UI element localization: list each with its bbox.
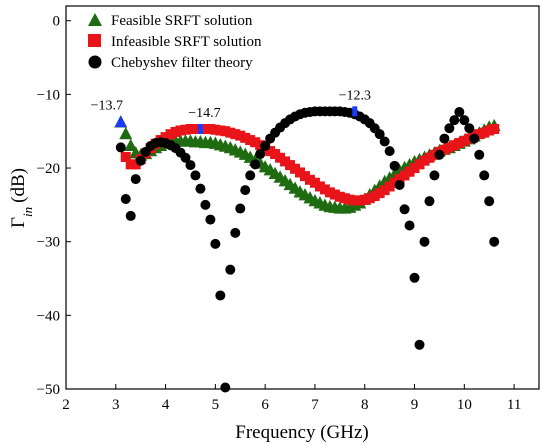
y-tick-label: −30 xyxy=(37,235,60,251)
svg-text:Γin(dB): Γin (dB) xyxy=(8,168,35,228)
chebyshev-point xyxy=(464,123,475,134)
chebyshev-point xyxy=(434,149,445,160)
chebyshev-point xyxy=(429,170,440,181)
legend-square-marker xyxy=(88,34,101,47)
chebyshev-point xyxy=(180,152,191,163)
x-axis-title: Frequency (GHz) xyxy=(235,422,368,443)
chebyshev-point xyxy=(230,227,241,238)
chebyshev-point xyxy=(394,179,405,190)
chebyshev-point xyxy=(459,115,470,126)
legend-triangle-marker xyxy=(88,13,102,26)
x-tick-label: 7 xyxy=(311,397,319,413)
chebyshev-point xyxy=(245,170,256,181)
chebyshev-point xyxy=(479,170,490,181)
legend-label-feasible: Feasible SRFT solution xyxy=(111,13,253,29)
chebyshev-point xyxy=(389,160,400,171)
chebyshev-point xyxy=(439,133,450,144)
highlight-point xyxy=(352,106,358,117)
chebyshev-point xyxy=(195,183,206,194)
chebyshev-point xyxy=(190,170,201,181)
infeasible-point xyxy=(489,124,500,135)
chebyshev-point xyxy=(215,290,226,301)
chebyshev-point xyxy=(489,236,500,247)
y-axis-title-unit: (dB) xyxy=(8,168,29,203)
y-axis-title-sub: in xyxy=(20,207,35,217)
infeasible-point xyxy=(130,159,141,170)
x-tick-label: 9 xyxy=(411,397,419,413)
annotation-label: −12.3 xyxy=(339,88,371,103)
x-tick-label: 3 xyxy=(112,397,120,413)
x-tick-label: 2 xyxy=(62,397,70,413)
chebyshev-point xyxy=(185,160,196,171)
chebyshev-point xyxy=(444,123,455,134)
chebyshev-point xyxy=(409,272,420,283)
y-tick-label: −20 xyxy=(37,161,60,177)
x-tick-label: 5 xyxy=(212,397,220,413)
chebyshev-point xyxy=(135,155,146,166)
highlight-point xyxy=(114,115,127,128)
annotation-label: −14.7 xyxy=(188,106,220,121)
chebyshev-point xyxy=(120,193,131,204)
chebyshev-point xyxy=(130,174,141,185)
chebyshev-point xyxy=(469,133,480,144)
chebyshev-point xyxy=(205,214,216,225)
y-axis-title: Γin (dB) xyxy=(8,168,35,228)
chebyshev-point xyxy=(235,203,246,214)
chart-marks xyxy=(114,106,501,393)
chebyshev-point xyxy=(399,204,410,215)
legend-label-chebyshev: Chebyshev filter theory xyxy=(111,55,253,71)
chebyshev-point xyxy=(374,129,385,140)
feasible-point xyxy=(124,138,138,152)
y-axis-title-main: Γ xyxy=(8,217,29,228)
x-tick-label: 8 xyxy=(361,397,369,413)
chebyshev-point xyxy=(250,159,261,170)
y-tick-label: −10 xyxy=(37,87,60,103)
chebyshev-point xyxy=(424,196,435,207)
chebyshev-point xyxy=(419,236,430,247)
x-tick-label: 11 xyxy=(507,397,521,413)
infeasible-point xyxy=(120,151,131,162)
chebyshev-point xyxy=(449,115,460,126)
chebyshev-point xyxy=(240,185,251,196)
chebyshev-point xyxy=(210,238,221,249)
chebyshev-point xyxy=(404,220,415,231)
legend-label-infeasible: Infeasible SRFT solution xyxy=(111,34,262,50)
highlight-point xyxy=(197,124,203,135)
y-tick-label: 0 xyxy=(53,14,61,30)
x-tick-label: 10 xyxy=(457,397,472,413)
x-tick-label: 4 xyxy=(162,397,170,413)
chebyshev-point xyxy=(260,140,271,151)
legend-circle-marker xyxy=(88,55,102,69)
feasible-point xyxy=(119,126,133,140)
chebyshev-point xyxy=(220,382,231,393)
chebyshev-point xyxy=(384,146,395,157)
chebyshev-point xyxy=(484,196,495,207)
annotation-label: −13.7 xyxy=(91,99,123,114)
chebyshev-point xyxy=(255,149,266,160)
legend: Feasible SRFT solution Infeasible SRFT s… xyxy=(88,13,262,71)
annotations: −13.7 −14.7 −12.3 xyxy=(91,88,371,135)
chebyshev-point xyxy=(414,339,425,350)
axes: 2 3 4 5 6 7 8 9 10 11 0 −10 −20 −30 −40 −50 xyxy=(37,14,522,413)
chebyshev-point xyxy=(115,142,126,153)
chebyshev-point xyxy=(200,199,211,210)
y-tick-label: −50 xyxy=(37,382,60,398)
chebyshev-point xyxy=(454,107,465,118)
chebyshev-point xyxy=(379,136,390,147)
chebyshev-point xyxy=(474,149,485,160)
y-tick-label: −40 xyxy=(37,308,60,324)
x-tick-label: 6 xyxy=(261,397,269,413)
chebyshev-point xyxy=(225,264,236,275)
chebyshev-point xyxy=(125,210,136,221)
